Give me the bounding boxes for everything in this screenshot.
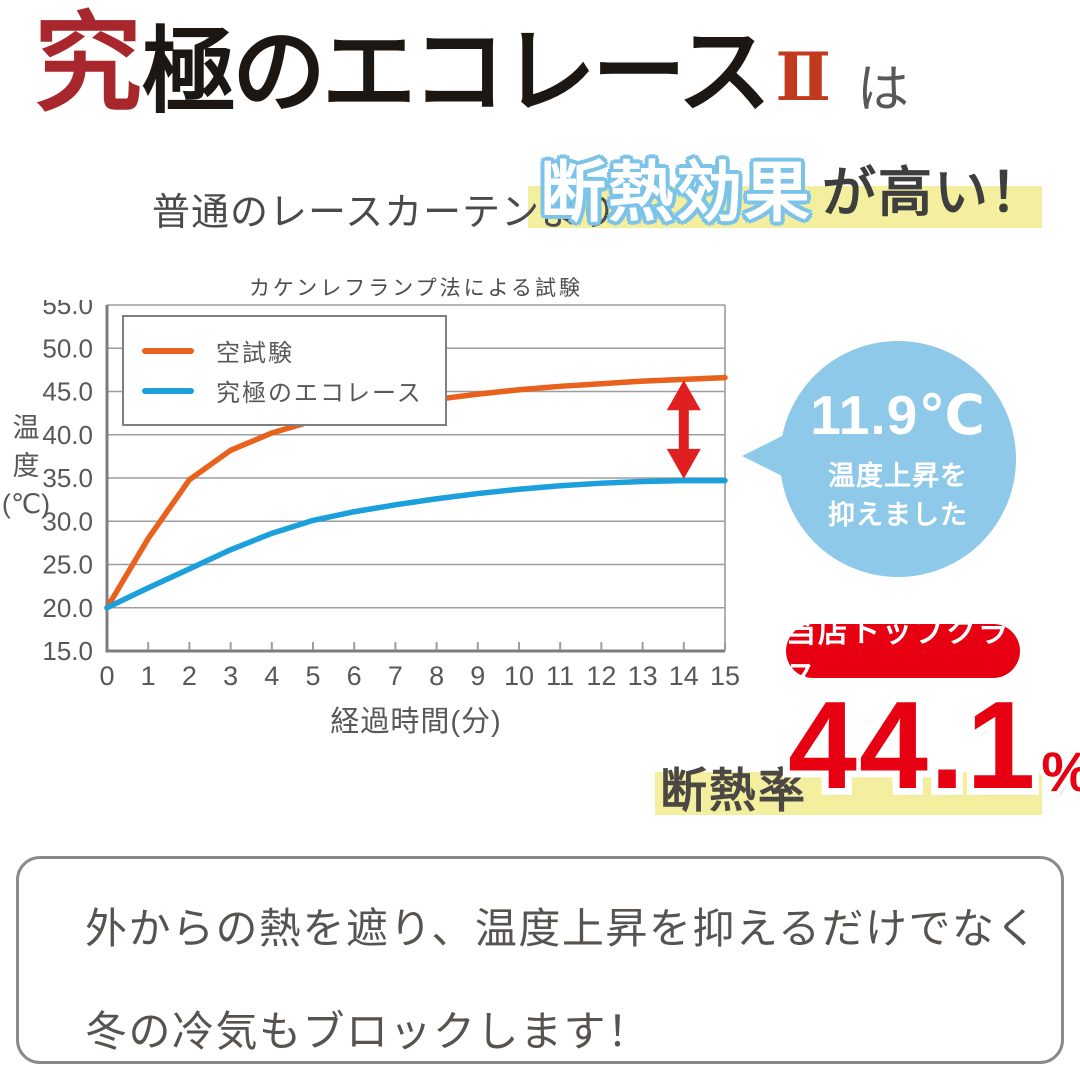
headline-suffix: が高い！ — [822, 163, 1046, 223]
y-tick-label: 30.0 — [42, 506, 93, 536]
x-tick-label: 8 — [429, 661, 444, 690]
legend-label-eco-lace: 究極のエコレース — [216, 380, 423, 407]
y-axis-label-char: 度 — [12, 450, 40, 481]
temp-diff-arrow-head-up-icon — [666, 380, 701, 411]
speech-bubble-tail-icon — [742, 430, 794, 482]
speech-bubble: 11.9℃ 温度上昇を 抑えました — [780, 341, 1016, 577]
series-line-1 — [104, 477, 728, 611]
x-tick-label: 15 — [710, 661, 740, 690]
bubble-text-line2: 抑えました — [828, 500, 968, 530]
y-tick-label: 55.0 — [42, 300, 93, 320]
y-tick-label: 20.0 — [42, 593, 93, 623]
y-axis-label: 温 度 (℃) — [0, 410, 52, 523]
temperature-reduction-value: 11.9℃ — [810, 383, 986, 446]
x-tick-label: 9 — [470, 661, 485, 690]
x-tick-label: 10 — [504, 661, 534, 690]
x-tick-label: 5 — [305, 661, 320, 690]
headline-marker-stripe — [528, 186, 1042, 228]
x-tick-label: 14 — [669, 661, 699, 690]
logo-suffix-wa: は — [856, 61, 909, 119]
logo-text-kyu: 究 — [34, 6, 143, 125]
insulation-rate-number: 44.1 44.1 — [781, 677, 1042, 815]
logo-numeral-ii: Ⅱ — [775, 42, 831, 115]
x-tick-label: 0 — [99, 661, 114, 690]
y-tick-label: 35.0 — [42, 463, 93, 493]
logo-text-main: 極のエコレース — [142, 21, 771, 125]
x-tick-label: 1 — [141, 661, 156, 690]
y-tick-label: 40.0 — [42, 420, 93, 450]
y-tick-label: 50.0 — [42, 333, 93, 363]
temp-diff-arrow-head-down-icon — [666, 448, 701, 479]
y-tick-label: 25.0 — [42, 550, 93, 580]
chart-legend: 空試験 究極のエコレース — [122, 315, 447, 426]
x-tick-label: 12 — [586, 661, 616, 690]
legend-item-eco-lace: 究極のエコレース — [142, 373, 423, 408]
chart-title: カケンレフランプ法による試験 — [248, 277, 584, 300]
description-box: 外からの熱を遮り、温度上昇を抑えるだけでなく 冬の冷気もブロックします！ — [16, 856, 1064, 1064]
top-class-badge: 当店トップクラス — [786, 616, 1020, 693]
bubble-text-line1: 温度上昇を — [828, 460, 968, 491]
insulation-rate-value: 44.1 44.1 % % — [781, 677, 1080, 815]
legend-swatch-blank-test — [142, 347, 194, 354]
x-tick-label: 4 — [264, 661, 279, 690]
x-tick-label: 3 — [223, 661, 238, 690]
insulation-rate-label: 断熱率 — [660, 764, 807, 817]
headline-highlight: 断熱効果 — [540, 155, 812, 230]
legend-swatch-eco-lace — [142, 387, 194, 394]
description-line-2: 冬の冷気もブロックします！ — [85, 1008, 651, 1055]
x-tick-label: 7 — [388, 661, 403, 690]
headline-main: 断熱効果 が高い！ — [540, 148, 1046, 231]
x-tick-label: 13 — [628, 661, 658, 690]
brand-logo: 究 極のエコレース Ⅱ は — [34, 6, 909, 125]
x-tick-label: 2 — [182, 661, 197, 690]
description-line-1: 外からの熱を遮り、温度上昇を抑えるだけでなく — [85, 905, 1040, 952]
x-tick-label: 11 — [546, 661, 574, 690]
chart-area: カケンレフランプ法による試験 温 度 (℃) 15.0 20.0 25.0 30.0 3… — [0, 258, 760, 748]
line-chart: 15.020.025.030.035.040.045.050.055.00 1 2 3… — [42, 300, 740, 690]
insulation-marker-stripe — [655, 772, 1042, 815]
y-axis-label-char: 温 — [12, 413, 40, 443]
legend-label-blank-test: 空試験 — [216, 340, 294, 367]
x-tick-label: 6 — [347, 661, 362, 690]
y-tick-label: 15.0 — [42, 636, 93, 666]
y-axis-label-unit: (℃) — [1, 488, 51, 519]
x-axis-label: 経過時間(分) — [330, 706, 502, 738]
headline-prefix: 普通のレースカーテンより — [152, 192, 618, 234]
insulation-rate-unit: % % — [1037, 739, 1080, 804]
y-tick-label: 45.0 — [42, 377, 93, 407]
legend-item-blank-test: 空試験 — [142, 333, 423, 368]
